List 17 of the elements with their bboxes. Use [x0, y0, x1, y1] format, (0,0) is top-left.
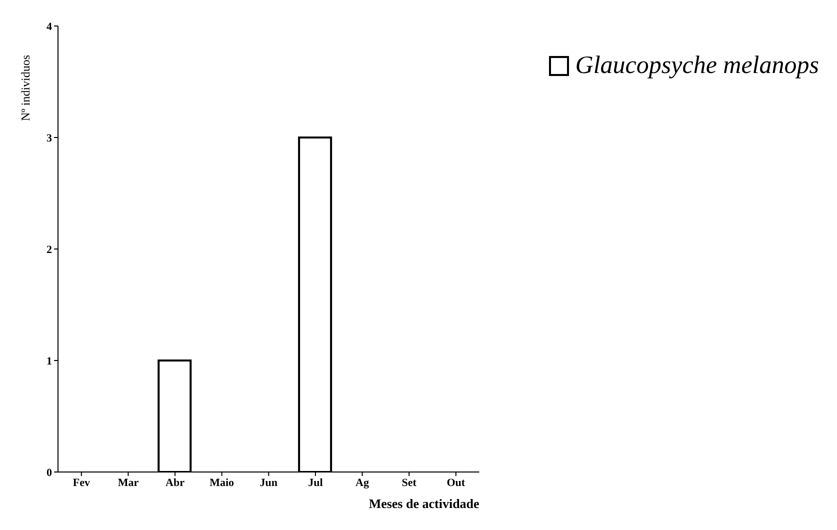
x-tick-label: Jun	[260, 476, 278, 489]
x-axis-title: Meses de actividade	[368, 496, 480, 511]
y-tick-label: 2	[46, 244, 52, 256]
x-tick-label: Maio	[210, 476, 235, 489]
x-tick-label: Abr	[166, 476, 185, 489]
y-tick-label: 0	[46, 466, 52, 479]
x-tick-label: Jul	[308, 476, 323, 489]
x-tick-label: Out	[446, 476, 466, 489]
x-tick-label: Fev	[72, 476, 90, 489]
y-tick-label: 3	[46, 132, 52, 144]
y-axis-title: Nº individuos	[18, 54, 33, 121]
x-tick-label: Ag	[356, 476, 370, 489]
legend-label: Glaucopsyche melanops	[575, 52, 819, 80]
y-tick-label: 4	[46, 20, 52, 33]
x-tick-label: Mar	[118, 476, 139, 489]
y-tick-label: 1	[46, 355, 52, 368]
x-tick-label: Set	[402, 476, 417, 489]
